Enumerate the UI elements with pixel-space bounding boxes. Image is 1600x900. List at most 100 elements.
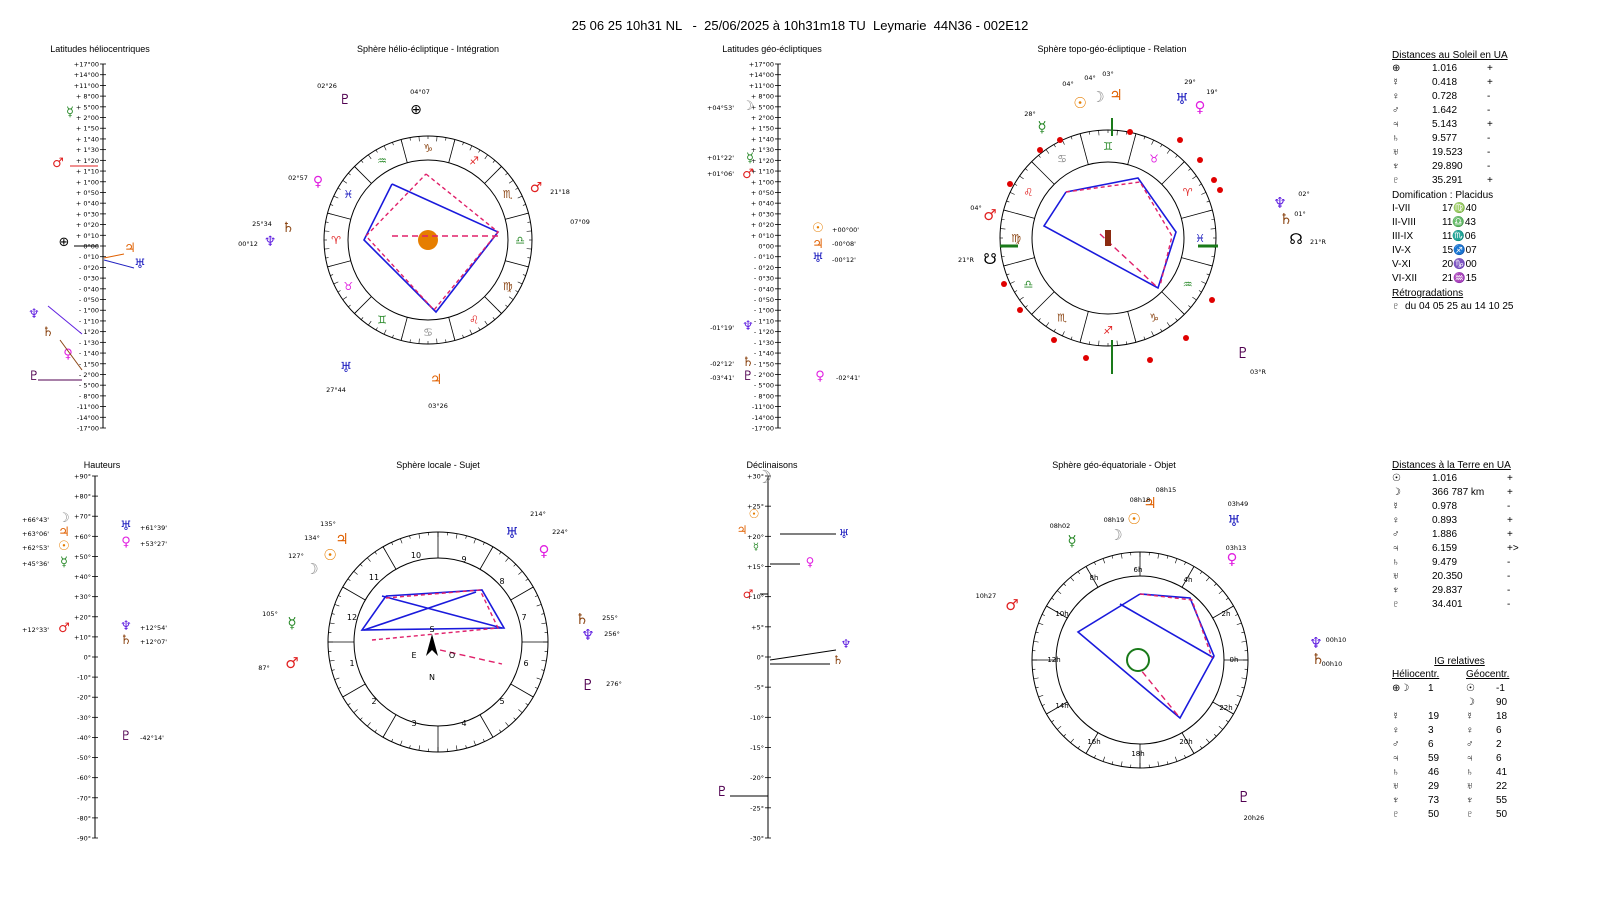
geoeq-aspect-blue-line <box>1119 603 1215 659</box>
ig-cell: 46 <box>1428 766 1440 778</box>
helio-lat-scale-tick-label: + 1°00 <box>76 178 99 186</box>
local-wheel-tick <box>455 533 458 539</box>
geo-lat-marker: ♂ <box>742 167 754 182</box>
ig-cell: 18 <box>1496 710 1508 722</box>
helio-wheel-divider <box>327 260 351 268</box>
helio-wheel-tick <box>527 221 531 223</box>
house-cusp-dot <box>1177 137 1183 143</box>
helio-aspect-blue <box>363 183 500 314</box>
topo-wheel-tick <box>1175 318 1178 321</box>
local-house-number: 2 <box>371 697 376 706</box>
distances-sun-cell: ♂ <box>1392 104 1400 116</box>
panel-title-topo-sphere: Sphère topo-géo-écliptique - Relation <box>1037 44 1187 54</box>
local-wheel-tick <box>525 703 529 706</box>
distances-sun-row: ♅ 19.523 - <box>1392 145 1532 159</box>
helio-lat-marker: ♂ <box>52 156 64 171</box>
topo-wheel-tick <box>1198 290 1202 293</box>
geoeq-wheel-divider <box>1212 701 1234 715</box>
domification-row: IV-X 15♐07 <box>1392 243 1542 257</box>
local-wheel-tick <box>338 686 342 689</box>
distances-earth-row: ♄ 9.479 - <box>1392 555 1542 569</box>
geo-lat-scale-tick-label: + 1°00 <box>751 178 774 186</box>
local-wheel-tick <box>329 622 335 625</box>
geoeq-aspect-red <box>1139 593 1213 659</box>
geo-lat-scale-tick-label: +11°00 <box>749 82 774 90</box>
helio-aspect-red <box>365 173 499 312</box>
compass-n: N <box>429 673 435 682</box>
geoeq-aspect-blue <box>1076 593 1215 720</box>
helio-wheel-tick <box>517 281 523 285</box>
helio-wheel-sign: ♈ <box>331 234 341 247</box>
decl-scale-tick-label: +15° <box>747 563 764 571</box>
topo-wheel-label: 04° <box>970 204 982 212</box>
local-wheel-tick <box>518 709 523 713</box>
declination-leader <box>769 649 837 661</box>
local-wheel-tick <box>347 703 351 706</box>
geoeq-wheel-label: 00h10 <box>1326 636 1347 644</box>
geoeq-wheel-divider <box>1181 566 1195 588</box>
helio-wheel-tick <box>445 339 447 343</box>
local-wheel-tick <box>367 722 371 727</box>
local-wheel-tick <box>331 669 335 671</box>
geo-lat-scale-tick-label: + 0°50 <box>751 189 774 197</box>
geo-lat-scale-tick-label: - 1°50 <box>754 360 774 368</box>
local-house-number: 1 <box>349 659 354 668</box>
topo-wheel-tick <box>1045 149 1050 154</box>
compass-e: E <box>411 651 416 660</box>
helio-lat-scale-tick-label: -17°00 <box>77 425 99 433</box>
geo-lat-scale-tick-label: - 0°30 <box>754 275 774 283</box>
distances-earth-cell: 34.401 <box>1432 598 1463 610</box>
house-cusp-dot <box>1197 157 1203 163</box>
topo-wheel-divider <box>1127 133 1137 165</box>
height-marker: ♀ <box>121 535 131 550</box>
local-wheel-divider <box>479 714 494 738</box>
geoeq-wheel-tick <box>1038 622 1044 626</box>
ig-cell: ♂ <box>1466 738 1474 750</box>
helio-wheel-tick <box>484 154 488 160</box>
helio-wheel-divider <box>354 296 372 314</box>
house-cusp-dot <box>1083 355 1089 361</box>
house-cusp-dot <box>1057 137 1063 143</box>
topo-wheel-label: 19° <box>1206 88 1218 96</box>
topo-wheel-divider <box>1127 311 1137 343</box>
geoeq-wheel-divider <box>1181 732 1195 754</box>
local-wheel-tick <box>367 557 371 562</box>
geoeq-wheel-planet: ☉ <box>1127 510 1140 528</box>
geoeq-wheel-divider <box>1212 605 1234 619</box>
ig-cell: 29 <box>1428 780 1440 792</box>
ig-cell: 1 <box>1428 682 1434 694</box>
topo-wheel-sign: ♓ <box>1195 232 1205 245</box>
helio-wheel-sign: ♏ <box>503 188 513 201</box>
distances-earth-row: ☽ 366 787 km + <box>1392 485 1542 499</box>
geo-lat-scale-tick-label: + 0°10 <box>751 232 774 240</box>
local-wheel-tick <box>400 740 403 746</box>
local-wheel-tick <box>360 717 363 720</box>
helio-lat-scale-tick-label: + 0°10 <box>76 232 99 240</box>
distances-sun-cell: - <box>1487 146 1491 158</box>
helio-lat-scale-tick-label: + 1°10 <box>76 168 99 176</box>
helio-wheel-tick <box>330 204 334 206</box>
helio-lat-leader <box>59 339 83 371</box>
helio-wheel-tick <box>409 339 411 343</box>
topo-wheel-tick <box>1206 200 1210 203</box>
helio-lat-scale-tick-label: +17°00 <box>74 61 99 69</box>
distances-sun-row: ♄ 9.577 - <box>1392 131 1532 145</box>
helio-lat-scale-tick-label: - 8°00 <box>79 392 99 400</box>
topo-wheel-label: 21°R <box>1310 238 1327 246</box>
ig-row: ♆ 73 ♆ 55 <box>1392 793 1532 807</box>
geo-lat-scale-tick-label: + 0°20 <box>751 221 774 229</box>
geo-lat-scale-tick-label: + 0°40 <box>751 200 774 208</box>
ig-row: ☿ 19 ☿ 18 <box>1392 709 1532 723</box>
distances-sun-cell: ♇ <box>1392 174 1400 186</box>
helio-wheel-sign: ♋ <box>423 326 433 339</box>
topo-wheel-tick <box>1070 336 1073 340</box>
geoeq-wheel-label: 08h18 <box>1130 496 1151 504</box>
ig-cell: 50 <box>1428 808 1440 820</box>
helio-wheel-tick <box>368 320 372 326</box>
height-scale-tick-label: +60° <box>74 533 91 541</box>
geoeq-wheel-tick <box>1041 704 1045 706</box>
height-scale-tick-label: 0° <box>84 654 91 662</box>
helio-lat-scale-tick-label: - 0°10 <box>79 253 99 261</box>
helio-lat-scale-tick-label: - 0°50 <box>79 296 99 304</box>
geoeq-hour-label: 12h <box>1047 656 1060 664</box>
